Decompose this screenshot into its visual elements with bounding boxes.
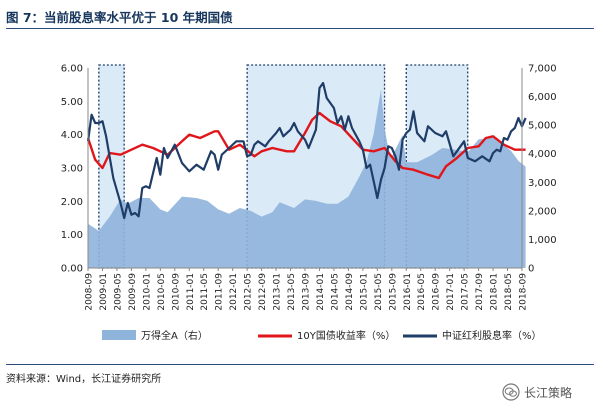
left-tick-label: 3.00 [61,164,83,175]
tick-labels: 0.00 1.00 2.00 3.00 4.00 5.00 6.00 0 1,000 2,000 3… [61,64,557,311]
wechat-icon [502,383,520,401]
watermark-text: 长江策略 [524,386,573,400]
x-tick-label: 2014-01 [316,273,326,311]
x-tick-label: 2018-01 [490,273,500,311]
right-tick-label: 6,000 [528,92,557,103]
x-tick-label: 2014-05 [330,273,340,311]
legend: 万得全A（右） 10Y国债收益率（%） 中证红利股息率（%） [102,329,542,342]
x-tick-label: 2013-05 [287,273,297,311]
series-line-dividend-yield [86,81,527,220]
legend-label-wind-a: 万得全A（右） [141,329,208,342]
right-tick-label: 2,000 [528,206,557,217]
watermark: 长江策略 [502,382,598,406]
left-tick-label: 6.00 [61,64,83,75]
left-tick-label: 1.00 [61,230,83,241]
x-tick-label: 2016-05 [417,273,427,311]
legend-swatch-wind-a [102,330,136,340]
x-tick-label: 2018-05 [504,273,514,311]
right-tick-label: 7,000 [528,64,557,75]
x-tick-label: 2016-01 [403,273,413,311]
x-tick-label: 2012-05 [244,273,254,311]
x-tick-label: 2009-09 [128,273,138,311]
x-tick-label: 2011-09 [215,273,225,311]
x-tick-label: 2016-09 [432,273,442,311]
x-tick-label: 2011-01 [186,273,196,311]
chart: 0.00 1.00 2.00 3.00 4.00 5.00 6.00 0 1,000 2,000 3… [61,64,557,343]
left-tick-label: 2.00 [61,197,83,208]
x-tick-label: 2018-09 [519,273,529,311]
x-tick-label: 2013-09 [302,273,312,311]
x-tick-label: 2009-01 [99,273,109,311]
x-tick-label: 2013-01 [273,273,283,311]
x-tick-label: 2012-09 [258,273,268,311]
series-area-wind-a [88,89,526,269]
source-note: 资料来源：Wind，长江证券研究所 [6,374,162,385]
line-series-layer [86,81,527,220]
area-series-layer [88,89,526,269]
axes [87,68,523,271]
x-tick-label: 2008-09 [85,273,95,311]
x-tick-label: 2012-01 [229,273,239,311]
x-tick-label: 2009-05 [113,273,123,311]
x-tick-label: 2017-01 [446,273,456,311]
legend-label-bond: 10Y国债收益率（%） [297,329,395,342]
title-rule [6,28,594,29]
right-tick-label: 5,000 [528,121,557,132]
x-tick-label: 2015-01 [359,273,369,311]
source-rule [6,364,594,365]
legend-label-dividend: 中证红利股息率（%） [442,329,542,342]
x-tick-label: 2015-09 [388,273,398,311]
figure-title: 图 7：当前股息率水平优于 10 年期国债 [6,10,233,25]
x-tick-label: 2010-09 [171,273,181,311]
x-tick-label: 2010-05 [157,273,167,311]
left-tick-label: 0.00 [61,264,83,275]
right-tick-label: 1,000 [528,235,557,246]
right-tick-label: 0 [528,264,534,275]
right-tick-label: 4,000 [528,149,557,160]
right-tick-label: 3,000 [528,178,557,189]
left-tick-label: 5.00 [61,97,83,108]
x-tick-label: 2017-05 [461,273,471,311]
x-tick-label: 2017-09 [475,273,485,311]
x-tick-label: 2011-05 [200,273,210,311]
x-tick-label: 2014-09 [345,273,355,311]
x-tick-label: 2015-05 [374,273,384,311]
series-line-10y-bond-yield [86,111,526,180]
left-tick-label: 4.00 [61,130,83,141]
x-tick-label: 2010-01 [142,273,152,311]
